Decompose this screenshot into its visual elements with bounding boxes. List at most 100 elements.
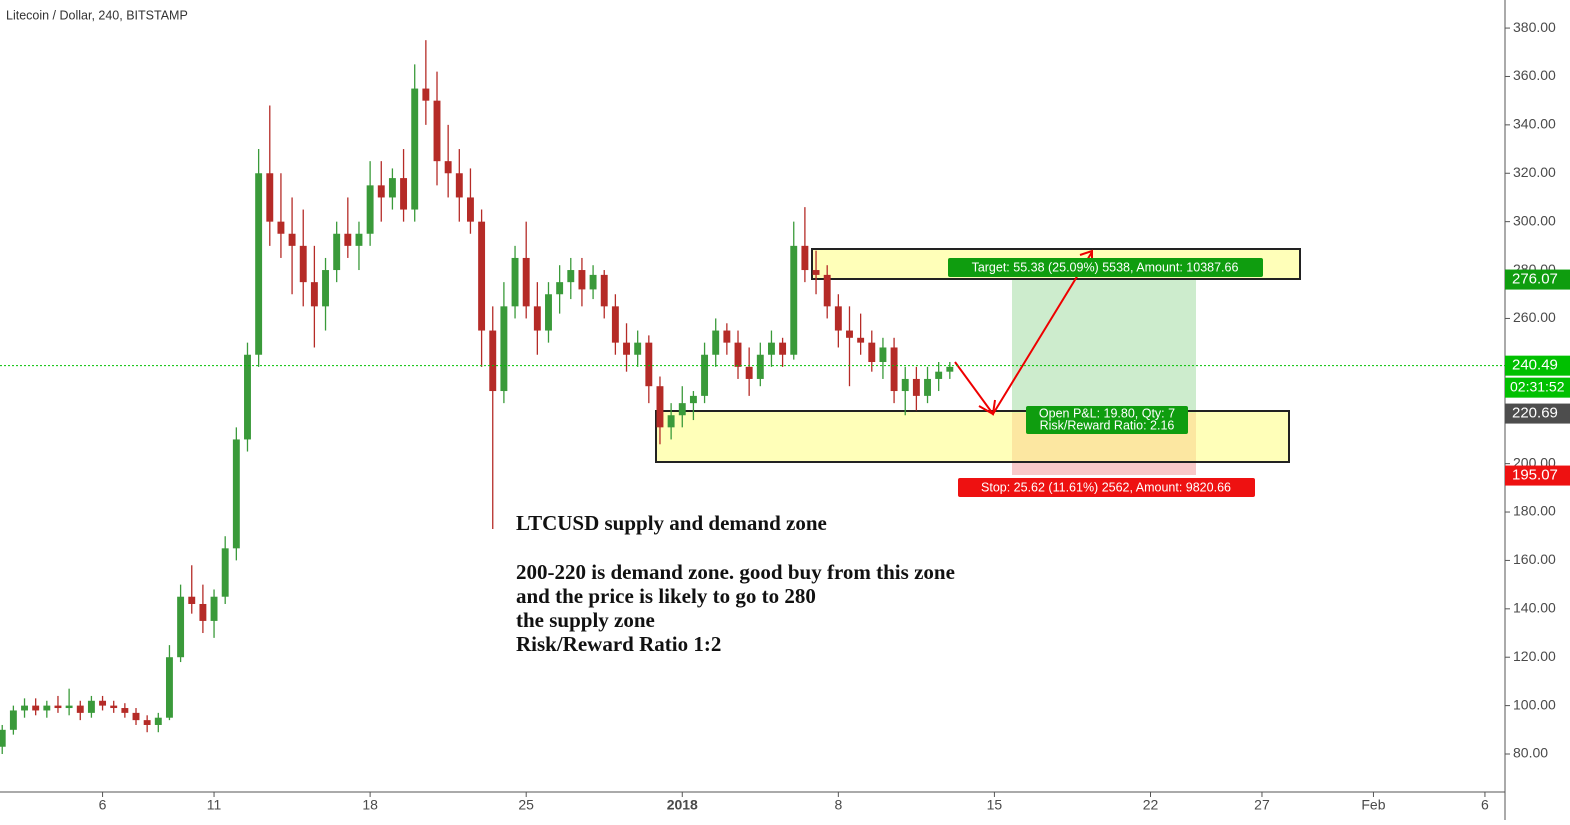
candle-body bbox=[54, 705, 62, 709]
candle-body bbox=[868, 342, 876, 363]
note-line: Risk/Reward Ratio 1:2 bbox=[516, 632, 721, 656]
price-label-bg bbox=[1505, 465, 1570, 486]
x-tick-label: 2018 bbox=[667, 797, 698, 813]
candle-body bbox=[678, 403, 686, 416]
x-tick-label: 18 bbox=[362, 797, 378, 813]
candle-body bbox=[188, 596, 196, 604]
candle-body bbox=[65, 705, 73, 709]
candle-body bbox=[812, 270, 820, 275]
candle-body bbox=[288, 233, 296, 246]
candle-body bbox=[255, 173, 263, 355]
y-tick-label: 320.00 bbox=[1513, 164, 1556, 180]
candle-body bbox=[567, 270, 575, 283]
x-tick-label: Feb bbox=[1361, 797, 1385, 813]
candle-body bbox=[266, 173, 274, 222]
y-tick-label: 260.00 bbox=[1513, 309, 1556, 325]
price-label: 276.07 bbox=[1512, 271, 1558, 288]
candle-body bbox=[388, 178, 396, 198]
candle-body bbox=[344, 233, 352, 246]
profit-area bbox=[1012, 279, 1196, 413]
candle-body bbox=[210, 596, 218, 621]
candle-body bbox=[455, 173, 463, 198]
candle-body bbox=[478, 221, 486, 331]
stop-label: Stop: 25.62 (11.61%) 2562, Amount: 9820.… bbox=[981, 480, 1231, 494]
candle-body bbox=[366, 185, 374, 234]
candle-body bbox=[277, 221, 285, 234]
candle-body bbox=[790, 245, 798, 355]
candle-body bbox=[946, 366, 954, 372]
candle-body bbox=[355, 233, 363, 246]
candle-body bbox=[377, 185, 385, 198]
candle-body bbox=[901, 378, 909, 392]
pnl-label: Open P&L: 19.80, Qty: 7 bbox=[1039, 406, 1175, 420]
y-tick-label: 140.00 bbox=[1513, 600, 1556, 616]
price-label: 240.49 bbox=[1512, 357, 1558, 374]
note-line: the supply zone bbox=[516, 608, 655, 632]
candle-body bbox=[32, 705, 40, 711]
candle-body bbox=[87, 700, 95, 713]
price-label-bg bbox=[1505, 355, 1570, 376]
candle-body bbox=[489, 330, 497, 392]
candle-body bbox=[411, 88, 419, 210]
candle-body bbox=[76, 705, 84, 713]
candle-body bbox=[221, 548, 229, 597]
candle-body bbox=[600, 274, 608, 307]
rr-label: Risk/Reward Ratio: 2.16 bbox=[1040, 418, 1175, 432]
candle-body bbox=[667, 415, 675, 428]
candle-body bbox=[857, 337, 865, 343]
candle-body bbox=[645, 342, 653, 387]
stop-label-bg bbox=[958, 478, 1255, 497]
candle-body bbox=[500, 306, 508, 392]
candle-body bbox=[322, 270, 329, 307]
drawings bbox=[655, 248, 1301, 475]
candle-body bbox=[232, 439, 240, 549]
y-tick-label: 300.00 bbox=[1513, 212, 1556, 228]
y-tick-label: 180.00 bbox=[1513, 503, 1556, 519]
candle-body bbox=[511, 257, 519, 307]
x-tick-label: 8 bbox=[834, 797, 842, 813]
candle-body bbox=[823, 274, 831, 307]
candle-body bbox=[143, 720, 151, 725]
price-label: 220.69 bbox=[1512, 405, 1558, 422]
note-line: LTCUSD supply and demand zone bbox=[516, 511, 827, 535]
candle-body bbox=[9, 710, 17, 730]
candle-body bbox=[199, 603, 207, 621]
x-tick-label: 11 bbox=[207, 797, 222, 813]
candle-body bbox=[656, 386, 664, 428]
candles bbox=[0, 40, 954, 755]
x-tick-label: 27 bbox=[1254, 797, 1270, 813]
target-label-bg bbox=[948, 258, 1263, 277]
candle-body bbox=[132, 712, 140, 721]
candle-body bbox=[589, 274, 597, 290]
price-label: 195.07 bbox=[1512, 467, 1558, 484]
candle-body bbox=[43, 705, 51, 711]
candle-body bbox=[689, 395, 697, 404]
candle-body bbox=[924, 378, 931, 396]
candle-body bbox=[21, 705, 28, 711]
candle-body bbox=[611, 306, 619, 343]
candle-body bbox=[801, 245, 809, 271]
y-tick-label: 120.00 bbox=[1513, 648, 1556, 664]
candle-body bbox=[634, 342, 642, 355]
candle-body bbox=[935, 371, 943, 379]
y-tick-label: 340.00 bbox=[1513, 116, 1556, 132]
candle-body bbox=[299, 245, 307, 283]
demand-zone[interactable] bbox=[655, 410, 1290, 463]
candle-body bbox=[422, 88, 430, 101]
candle-body bbox=[400, 178, 408, 210]
x-tick-label: 6 bbox=[1481, 797, 1489, 813]
candle-body bbox=[767, 342, 775, 355]
y-tick-label: 80.00 bbox=[1513, 745, 1548, 761]
candle-body bbox=[165, 657, 173, 718]
candle-body bbox=[433, 100, 441, 162]
candle-body bbox=[545, 294, 552, 331]
x-tick-label: 15 bbox=[987, 797, 1003, 813]
candle-body bbox=[745, 366, 753, 379]
x-tick-label: 22 bbox=[1143, 797, 1159, 813]
candle-body bbox=[623, 342, 630, 355]
candle-body bbox=[110, 705, 118, 709]
pnl-label-bg bbox=[1026, 406, 1188, 434]
y-tick-label: 160.00 bbox=[1513, 551, 1556, 567]
candle-body bbox=[879, 347, 887, 363]
